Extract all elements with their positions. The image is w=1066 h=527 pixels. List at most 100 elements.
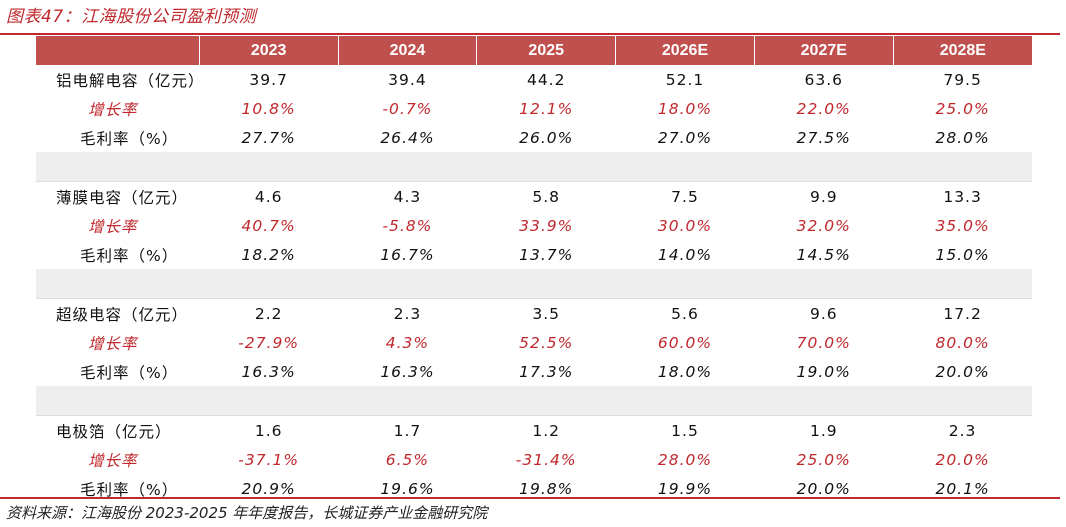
growth-cell: 28.0% <box>657 450 713 469</box>
growth-cell: 70.0% <box>796 333 851 352</box>
header-cell: 2026E <box>615 36 755 65</box>
header-cell: 2027E <box>754 36 894 65</box>
margin-cell: 20.1% <box>935 479 990 498</box>
growth-cell: 33.9% <box>519 216 574 235</box>
figure-title: 图表47：江海股份公司盈利预测 <box>6 7 257 27</box>
margin-cell: 18.2% <box>241 245 296 264</box>
table-row: 超级电容（亿元） 2.2 2.3 3.5 5.6 9.6 17.2 <box>36 299 1032 329</box>
forecast-table: 2023 2024 2025 2026E 2027E 2028E 铝电解电容（亿… <box>36 36 1032 503</box>
table-row: 铝电解电容（亿元） 39.7 39.4 44.2 52.1 63.6 79.5 <box>36 65 1032 94</box>
value-cell: 1.2 <box>532 421 561 440</box>
value-cell: 5.8 <box>532 187 561 206</box>
row-label: 增长率 <box>88 334 138 353</box>
row-label: 增长率 <box>88 100 138 119</box>
row-label: 毛利率（%） <box>80 246 179 265</box>
growth-cell: 20.0% <box>935 450 990 469</box>
value-cell: 4.3 <box>393 187 422 206</box>
margin-cell: 27.5% <box>796 128 851 147</box>
header-row: 2023 2024 2025 2026E 2027E 2028E <box>36 36 1032 65</box>
margin-cell: 20.0% <box>935 362 990 381</box>
margin-cell: 13.7% <box>519 245 574 264</box>
value-cell: 39.4 <box>388 70 427 89</box>
value-cell: 79.5 <box>943 70 982 89</box>
margin-cell: 20.0% <box>796 479 851 498</box>
table-row: 电极箔（亿元） 1.6 1.7 1.2 1.5 1.9 2.3 <box>36 416 1032 446</box>
growth-cell: 30.0% <box>657 216 713 235</box>
row-label: 增长率 <box>88 451 138 470</box>
value-cell: 7.5 <box>671 187 699 206</box>
row-label: 薄膜电容（亿元） <box>56 188 189 207</box>
spacer-row <box>36 269 1032 299</box>
growth-cell: 4.3% <box>385 333 430 352</box>
growth-cell: 18.0% <box>657 99 713 118</box>
margin-cell: 19.6% <box>380 479 435 498</box>
growth-cell: -0.7% <box>382 99 433 118</box>
table-row: 增长率 -37.1% 6.5% -31.4% 28.0% 25.0% 20.0% <box>36 445 1032 474</box>
value-cell: 1.6 <box>254 421 283 440</box>
row-label: 增长率 <box>88 217 138 236</box>
table-row: 增长率 -27.9% 4.3% 52.5% 60.0% 70.0% 80.0% <box>36 328 1032 357</box>
growth-cell: 60.0% <box>657 333 713 352</box>
growth-cell: -37.1% <box>238 450 300 469</box>
margin-cell: 26.4% <box>380 128 435 147</box>
margin-cell: 16.3% <box>241 362 296 381</box>
value-cell: 2.3 <box>393 304 422 323</box>
growth-cell: 10.8% <box>241 99 296 118</box>
table-row: 毛利率（%） 16.3% 16.3% 17.3% 18.0% 19.0% 20.… <box>36 357 1032 386</box>
value-cell: 52.1 <box>665 70 705 89</box>
growth-cell: 52.5% <box>519 333 574 352</box>
growth-cell: -31.4% <box>515 450 577 469</box>
row-label: 毛利率（%） <box>80 129 179 148</box>
value-cell: 3.5 <box>532 304 561 323</box>
margin-cell: 27.7% <box>241 128 296 147</box>
margin-cell: 19.8% <box>519 479 574 498</box>
margin-cell: 20.9% <box>241 479 296 498</box>
growth-cell: 6.5% <box>385 450 430 469</box>
value-cell: 17.2 <box>943 304 982 323</box>
margin-cell: 14.0% <box>657 245 713 264</box>
value-cell: 13.3 <box>943 187 982 206</box>
value-cell: 63.6 <box>804 70 844 89</box>
value-cell: 4.6 <box>254 187 283 206</box>
growth-cell: 32.0% <box>796 216 851 235</box>
value-cell: 1.5 <box>671 421 699 440</box>
header-cell: 2024 <box>338 36 478 65</box>
margin-cell: 19.0% <box>796 362 851 381</box>
value-cell: 1.7 <box>393 421 422 440</box>
growth-cell: 25.0% <box>796 450 851 469</box>
value-cell: 44.2 <box>526 70 566 89</box>
margin-cell: 15.0% <box>935 245 990 264</box>
margin-cell: 27.0% <box>657 128 713 147</box>
value-cell: 2.3 <box>948 421 977 440</box>
row-label: 铝电解电容（亿元） <box>56 71 205 90</box>
row-label: 电极箔（亿元） <box>56 422 172 441</box>
spacer-row <box>36 152 1032 182</box>
header-cell: 2025 <box>476 36 617 65</box>
margin-cell: 26.0% <box>519 128 574 147</box>
table-row: 毛利率（%） 20.9% 19.6% 19.8% 19.9% 20.0% 20.… <box>36 474 1032 503</box>
margin-cell: 28.0% <box>935 128 990 147</box>
top-rule <box>0 33 1060 35</box>
margin-cell: 16.3% <box>380 362 435 381</box>
growth-cell: 35.0% <box>935 216 990 235</box>
growth-cell: 80.0% <box>935 333 990 352</box>
growth-cell: 22.0% <box>796 99 851 118</box>
header-cell: 2023 <box>199 36 339 65</box>
growth-cell: -5.8% <box>382 216 433 235</box>
margin-cell: 19.9% <box>657 479 713 498</box>
table-row: 毛利率（%） 27.7% 26.4% 26.0% 27.0% 27.5% 28.… <box>36 123 1032 152</box>
value-cell: 1.9 <box>809 421 838 440</box>
table-row: 增长率 40.7% -5.8% 33.9% 30.0% 32.0% 35.0% <box>36 211 1032 240</box>
table-row: 薄膜电容（亿元） 4.6 4.3 5.8 7.5 9.9 13.3 <box>36 182 1032 212</box>
margin-cell: 14.5% <box>796 245 851 264</box>
growth-cell: -27.9% <box>238 333 300 352</box>
header-cell: 2028E <box>893 36 1032 65</box>
source-note: 资料来源：江海股份 2023-2025 年年度报告，长城证券产业金融研究院 <box>6 504 488 522</box>
growth-cell: 12.1% <box>519 99 574 118</box>
value-cell: 9.9 <box>809 187 838 206</box>
table-row: 增长率 10.8% -0.7% 12.1% 18.0% 22.0% 25.0% <box>36 94 1032 123</box>
value-cell: 39.7 <box>249 70 288 89</box>
bottom-rule <box>0 497 1060 499</box>
row-label: 超级电容（亿元） <box>56 305 189 324</box>
margin-cell: 16.7% <box>380 245 435 264</box>
